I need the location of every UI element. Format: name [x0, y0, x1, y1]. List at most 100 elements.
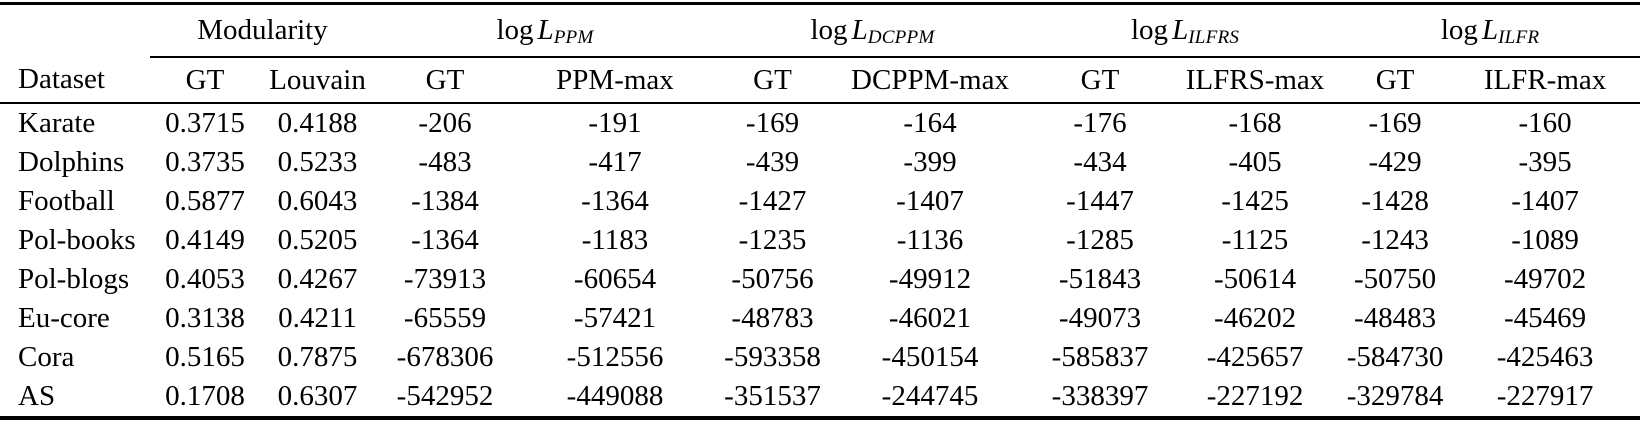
dataset-name-cell: AS: [18, 380, 56, 412]
log-prefix: log: [810, 14, 848, 46]
data-cell: -169: [1368, 107, 1422, 139]
column-header-ilfrs-max: ILFRS-max: [1170, 57, 1341, 104]
data-cell: -57421: [573, 302, 657, 334]
data-cell: -1407: [1511, 185, 1579, 217]
table-row: Cora 0.5165 0.7875 -678306 -512556 -593358 -45…: [0, 338, 1640, 377]
data-cell: -50750: [1353, 263, 1437, 295]
group-header-log-l-ilfrs: log LILFRS: [1030, 3, 1341, 58]
data-cell: -45469: [1503, 302, 1587, 334]
data-cell: -395: [1518, 146, 1572, 178]
data-cell: -48783: [731, 302, 814, 334]
group-label-modularity: Modularity: [197, 14, 328, 46]
data-cell: -1428: [1361, 185, 1429, 217]
dataset-name-cell: Football: [18, 185, 115, 217]
data-cell: 0.3715: [165, 107, 245, 139]
data-cell: -1425: [1221, 185, 1289, 217]
column-header-gt-ppm: GT: [375, 57, 515, 104]
column-header-gt-ilfr: GT: [1340, 57, 1451, 104]
data-cell: -65559: [403, 302, 487, 334]
dataset-name-cell: Pol-books: [18, 224, 136, 256]
data-cell: -1285: [1066, 224, 1134, 256]
data-cell: -49912: [888, 263, 972, 295]
dataset-name-cell: Dolphins: [18, 146, 125, 178]
data-cell: -351537: [724, 380, 821, 412]
data-cell: -244745: [881, 380, 979, 412]
group-header-log-l-ilfr: log LILFR: [1340, 3, 1640, 58]
data-cell: -399: [903, 146, 957, 178]
data-cell: -1136: [896, 224, 964, 256]
likelihood-variable: L: [1172, 14, 1189, 46]
log-prefix: log: [1130, 14, 1169, 46]
likelihood-subscript-ilfr: ILFR: [1498, 27, 1540, 49]
data-cell: -1089: [1511, 224, 1579, 256]
data-cell: 0.4149: [165, 224, 245, 256]
column-header-gt-modularity: GT: [150, 57, 260, 104]
corner-blank-cell: [0, 4, 150, 58]
table-row: AS 0.1708 0.6307 -542952 -449088 -351537 -2447…: [0, 377, 1640, 418]
data-cell: -425463: [1496, 341, 1594, 373]
column-header-gt-dcppm: GT: [715, 57, 830, 104]
data-cell: 0.6043: [277, 185, 358, 217]
data-cell: -51843: [1058, 263, 1142, 295]
likelihood-subscript-dcppm: DCPPM: [867, 27, 935, 49]
data-cell: -1364: [411, 224, 479, 256]
dataset-name-cell: Cora: [18, 341, 75, 373]
likelihood-variable: L: [1481, 14, 1499, 46]
data-cell: 0.5877: [165, 185, 245, 217]
data-cell: -191: [588, 107, 642, 139]
data-cell: -1125: [1221, 224, 1289, 256]
data-cell: -1183: [581, 224, 649, 256]
data-cell: -450154: [881, 341, 979, 373]
data-cell: -206: [418, 107, 472, 139]
data-cell: -50756: [731, 263, 814, 295]
data-cell: -584730: [1346, 341, 1444, 373]
table-row: Pol-blogs 0.4053 0.4267 -73913 -60654 -50756 -…: [0, 260, 1640, 299]
data-cell: -49702: [1503, 263, 1587, 295]
group-header-log-l-ppm: log LPPM: [375, 3, 715, 58]
data-cell: -160: [1518, 107, 1572, 139]
data-cell: -1447: [1066, 185, 1134, 217]
data-cell: -50614: [1213, 263, 1297, 295]
data-cell: -73913: [403, 263, 487, 295]
data-cell: -48483: [1353, 302, 1437, 334]
data-cell: -483: [418, 146, 472, 178]
data-cell: -417: [588, 146, 642, 178]
table-row: Dolphins 0.3735 0.5233 -483 -417 -439 -399 -434…: [0, 143, 1640, 182]
data-cell: -585837: [1051, 341, 1149, 373]
likelihood-subscript-ppm: PPM: [553, 27, 594, 49]
data-cell: -405: [1228, 146, 1282, 178]
group-header-row: Modularity log LPPM log LDCPPM log LILFRS l…: [0, 3, 1640, 58]
data-cell: -49073: [1058, 302, 1142, 334]
dataset-name-cell: Pol-blogs: [18, 263, 130, 295]
data-cell: -512556: [566, 341, 664, 373]
table-row: Karate 0.3715 0.4188 -206 -191 -169 -164 -176 -1…: [0, 103, 1640, 143]
data-cell: -227917: [1496, 380, 1594, 412]
data-cell: 0.5233: [277, 146, 358, 178]
data-cell: 0.4267: [277, 263, 358, 295]
data-cell: -1384: [411, 185, 479, 217]
table-row: Eu-core 0.3138 0.4211 -65559 -57421 -48783 -46…: [0, 299, 1640, 338]
data-cell: -1407: [896, 185, 964, 217]
data-cell: 0.4188: [277, 107, 358, 139]
data-cell: -1235: [738, 224, 807, 256]
data-cell: -329784: [1346, 380, 1444, 412]
column-header-gt-ilfrs: GT: [1030, 57, 1171, 104]
likelihood-variable: L: [851, 14, 868, 46]
data-cell: -429: [1368, 146, 1422, 178]
data-cell: -168: [1228, 107, 1282, 139]
data-cell: -46202: [1213, 302, 1297, 334]
data-cell: -46021: [888, 302, 972, 334]
data-cell: -1364: [581, 185, 649, 217]
data-cell: -1243: [1361, 224, 1429, 256]
column-header-row: Dataset GT Louvain GT PPM-max GT DCPPM-m…: [0, 57, 1640, 104]
data-cell: -593358: [724, 341, 821, 373]
data-cell: -449088: [566, 380, 664, 412]
dataset-name-cell: Eu-core: [18, 302, 110, 334]
column-header-ppm-max: PPM-max: [515, 57, 715, 104]
table-row: Pol-books 0.4149 0.5205 -1364 -1183 -1235 -113…: [0, 221, 1640, 260]
data-cell: -164: [903, 107, 957, 139]
data-cell: -338397: [1051, 380, 1149, 412]
data-cell: -169: [745, 107, 800, 139]
data-cell: -678306: [396, 341, 494, 373]
data-cell: -425657: [1206, 341, 1304, 373]
